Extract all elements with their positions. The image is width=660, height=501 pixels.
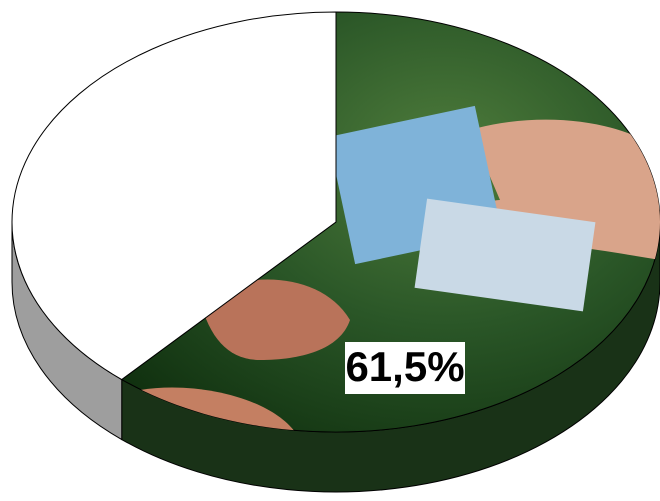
photo-detail (140, 105, 660, 433)
label-box (345, 342, 465, 394)
hand (200, 279, 350, 360)
banknote (414, 198, 596, 312)
pie-slice (11, 11, 337, 381)
value-label: 61,5% (345, 343, 464, 390)
